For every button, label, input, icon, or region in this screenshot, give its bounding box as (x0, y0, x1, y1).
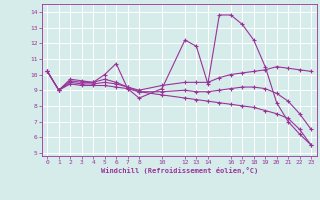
X-axis label: Windchill (Refroidissement éolien,°C): Windchill (Refroidissement éolien,°C) (100, 167, 258, 174)
